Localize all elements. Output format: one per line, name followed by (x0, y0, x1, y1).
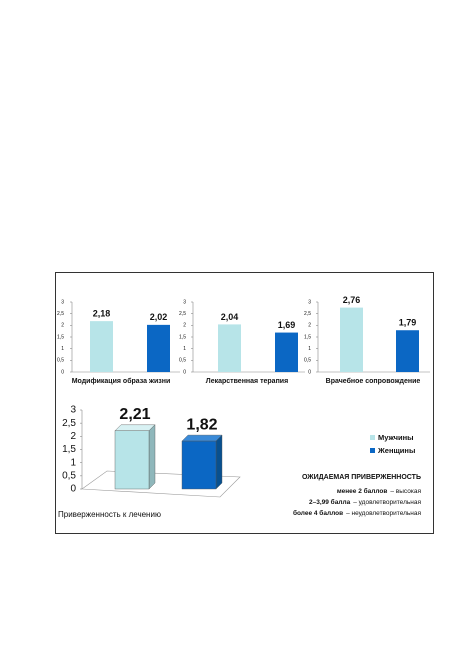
bar-side (148, 424, 156, 490)
note-line: 2–3,99 балла – удовлетворительная (309, 498, 421, 506)
chart-title: Приверженность к лечению (58, 510, 161, 519)
y-tick-label: 0 (183, 369, 186, 375)
note-text: – неудовлетворительная (346, 510, 421, 517)
bar (396, 330, 419, 372)
note-line: более 4 баллов – неудовлетворительная (293, 509, 421, 517)
legend-swatch (370, 435, 375, 440)
y-tick-label: 0 (61, 369, 64, 375)
figure-frame (55, 272, 434, 534)
bar-side (215, 434, 223, 490)
y-tick-label: 0 (70, 484, 76, 495)
y-tick-label: 1 (61, 346, 64, 352)
chart-title: Врачебное сопровождение (326, 377, 421, 385)
value-label: 2,76 (343, 295, 361, 305)
y-tick-label: 0,5 (62, 470, 76, 481)
y-tick-label: 3 (70, 405, 76, 416)
bar-top (181, 434, 223, 442)
note-line: менее 2 баллов – высокая (337, 487, 422, 495)
note-text: – высокая (390, 488, 421, 495)
y-tick-label: 2 (308, 323, 311, 329)
y-tick-label: 2 (183, 323, 186, 329)
y-tick-label: 2,5 (62, 418, 76, 429)
note-bold: менее 2 баллов (337, 487, 388, 495)
bar (147, 324, 170, 372)
y-tick-label: 2 (61, 323, 64, 329)
chart-title: Модификация образа жизни (72, 377, 171, 385)
bar (90, 321, 113, 372)
value-label: 1,79 (399, 318, 417, 328)
y-tick-label: 0 (308, 369, 311, 375)
bar (114, 430, 150, 490)
value-label: 1,82 (186, 416, 217, 433)
legend-label: Женщины (377, 446, 415, 455)
value-label: 2,18 (93, 309, 111, 319)
y-tick-label: 1 (183, 346, 186, 352)
y-tick-label: 2,5 (57, 311, 64, 317)
note-text: – удовлетворительная (353, 499, 421, 506)
bar (181, 440, 217, 490)
legend-label: Мужчины (378, 433, 414, 442)
y-tick-label: 0,5 (304, 358, 311, 364)
y-tick-label: 2,5 (304, 311, 311, 317)
bar-top (114, 424, 156, 432)
y-tick-label: 1 (308, 346, 311, 352)
y-tick-label: 3 (183, 299, 186, 305)
y-tick-label: 0,5 (57, 358, 64, 364)
note-bold: более 4 баллов (293, 509, 343, 517)
legend-swatch (370, 448, 375, 453)
y-tick-label: 2,5 (179, 311, 186, 317)
y-tick-label: 1,5 (57, 334, 64, 340)
y-tick-label: 3 (308, 299, 311, 305)
value-label: 2,21 (119, 406, 150, 423)
value-label: 2,02 (150, 312, 168, 322)
y-tick-label: 1,5 (62, 444, 76, 455)
y-tick-label: 2 (70, 431, 76, 442)
y-tick-label: 1,5 (179, 334, 186, 340)
y-tick-label: 0,5 (179, 358, 186, 364)
note-bold: 2–3,99 балла (309, 498, 351, 506)
chart-title: Лекарственная терапия (206, 378, 288, 385)
bar (218, 324, 241, 372)
y-tick-label: 3 (61, 299, 64, 305)
y-tick-label: 1 (70, 457, 76, 468)
value-label: 1,69 (278, 320, 296, 330)
floor (81, 470, 241, 498)
y-tick-label: 1,5 (304, 334, 311, 340)
notes-heading: ОЖИДАЕМАЯ ПРИВЕРЖЕННОСТЬ (302, 474, 421, 481)
bar (275, 332, 298, 372)
value-label: 2,04 (221, 312, 239, 322)
bar (340, 307, 363, 372)
